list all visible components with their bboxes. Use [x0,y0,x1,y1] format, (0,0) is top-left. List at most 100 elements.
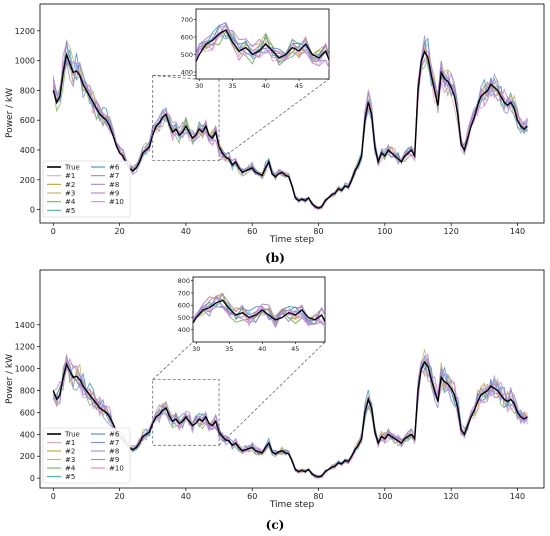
inset-y-tick-label: 600 [181,34,193,42]
inset-x-tick-label: 45 [291,345,299,353]
x-ticks: 0 20 40 60 80 100 120 140 [51,223,525,236]
y-tick-label: 1000 [15,365,35,374]
x-tick-label: 100 [377,227,392,236]
y-ticks: 0 200 400 600 800 1000 1200 [15,27,40,215]
y-tick-label: 600 [20,116,35,125]
legend-box [42,427,131,484]
inset-y-tick-label: 400 [181,69,193,77]
series-line-True [52,360,528,478]
legend: True#1#2#3#4#5 #6#7#8#9#10 [42,427,131,484]
inset-line-True [196,29,329,64]
y-tick-label: 200 [20,176,35,185]
y-tick-label: 400 [20,430,35,439]
x-tick-label: 20 [114,492,124,501]
zoom-rectangle [152,75,220,161]
inset-x-tick-label: 45 [295,82,303,90]
legend-label: #8 [109,181,119,189]
x-ticks: 0 20 40 60 80 100 120 140 [51,488,525,501]
x-tick-label: 80 [313,227,323,236]
legend-label: #6 [109,164,120,172]
chart-panel-b: 0 20 40 60 80 100 120 140 0 200 400 600 800 1000 1200… [5,3,545,265]
zoom-connector [218,78,330,161]
inset-line-True [193,299,325,324]
inset-line-n10 [196,25,329,70]
inset-x-tick-label: 30 [192,345,200,353]
zoom-connector [152,341,194,380]
inset-chart: 30 35 40 45 400 500 600 700 800 [178,276,326,353]
legend-label: #2 [65,448,75,456]
series-line-True [52,50,528,209]
inset-y-tick-label: 700 [178,289,190,297]
x-tick-label: 80 [313,492,323,501]
legend-label: #10 [109,198,124,206]
inset-y-tick-label: 700 [181,16,193,24]
legend-label: #6 [109,431,120,439]
y-tick-label: 1200 [15,27,35,36]
legend-label: #3 [65,190,75,198]
legend-label: #2 [65,181,75,189]
x-tick-label: 120 [444,227,459,236]
x-tick-label: 100 [377,492,392,501]
y-tick-label: 1200 [15,343,35,352]
legend-label: #4 [65,465,76,473]
inset-y-tick-label: 400 [178,326,190,334]
x-tick-label: 60 [247,492,257,501]
panel-label: (c) [266,518,285,532]
y-tick-label: 400 [20,146,35,155]
y-tick-label: 800 [20,387,35,396]
y-tick-label: 0 [30,474,35,483]
chart-panel-c: 0 20 40 60 80 100 120 140 0 200 400 600 800 1000 1200… [5,269,545,532]
legend-label: #9 [109,190,119,198]
legend-label: #7 [109,439,119,447]
y-ticks: 0 200 400 600 800 1000 1200 1400 [15,321,40,483]
legend-box [42,160,131,218]
inset-y-tick-label: 500 [181,51,193,59]
x-tick-label: 140 [510,492,525,501]
x-tick-label: 40 [181,227,191,236]
y-axis-label: Power / kW [5,88,15,138]
inset-line-n10 [193,306,325,327]
inset-x-tick-label: 40 [262,82,270,90]
y-tick-label: 1000 [15,57,35,66]
y-tick-label: 600 [20,408,35,417]
inset-y-tick-label: 500 [178,314,190,322]
series-layer [52,349,528,479]
inset-y-tick-label: 800 [178,277,190,285]
inset-x-tick-label: 35 [225,345,233,353]
inset-x-tick-label: 40 [258,345,266,353]
panel-label: (b) [265,251,285,265]
x-tick-label: 0 [51,227,56,236]
legend-label: True [64,164,80,172]
legend: True#1#2#3#4#5 #6#7#8#9#10 [42,160,131,218]
inset-line-n6 [196,22,329,58]
inset-chart: 30 35 40 45 400 500 600 700 [181,8,330,90]
inset-y-tick-label: 600 [178,302,190,310]
x-axis-label: Time step [269,500,315,510]
legend-label: #5 [65,473,75,481]
inset-x-tick-label: 35 [228,82,236,90]
legend-label: #1 [65,172,75,180]
zoom-box [152,341,326,446]
x-tick-label: 140 [510,227,525,236]
series-layer [52,35,528,210]
y-tick-label: 1400 [15,321,35,330]
inset-line-n7 [193,296,325,327]
legend-label: #10 [109,465,124,473]
x-tick-label: 0 [51,492,56,501]
y-tick-label: 800 [20,86,35,95]
y-tick-label: 200 [20,452,35,461]
legend-label: #3 [65,456,75,464]
inset-series [193,292,325,329]
legend-label: True [64,431,80,439]
legend-label: #4 [65,198,76,206]
legend-label: #7 [109,172,119,180]
inset-line-n9 [196,29,329,60]
x-tick-label: 20 [114,227,124,236]
x-tick-label: 60 [247,227,257,236]
legend-label: #8 [109,448,119,456]
x-axis-label: Time step [269,235,315,245]
legend-label: #9 [109,456,119,464]
y-axis-label: Power / kW [5,354,15,404]
zoom-rectangle [152,379,220,446]
